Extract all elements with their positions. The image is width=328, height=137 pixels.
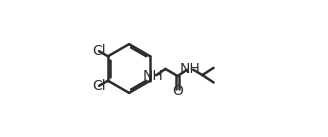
Text: NH: NH xyxy=(143,69,163,83)
Text: NH: NH xyxy=(180,62,200,76)
Text: Cl: Cl xyxy=(92,44,106,58)
Text: Cl: Cl xyxy=(92,79,106,93)
Text: O: O xyxy=(172,84,183,98)
